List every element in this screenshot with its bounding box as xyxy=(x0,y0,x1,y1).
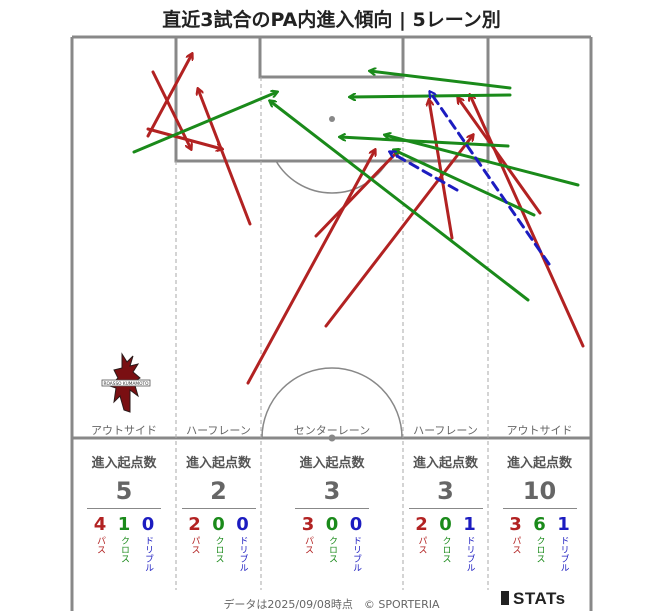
cross-arrows xyxy=(132,71,580,302)
entry-total: 5 xyxy=(115,477,133,505)
pass-count: 2 xyxy=(188,514,201,535)
svg-text:ROASSO KUMAMOTO: ROASSO KUMAMOTO xyxy=(103,381,149,387)
divider xyxy=(502,508,577,509)
lane-label-center: センターレーン xyxy=(293,424,371,437)
pass-count: 3 xyxy=(301,514,315,535)
dribble-count: 1 xyxy=(463,514,476,535)
lane-label-outside-left: アウトサイド xyxy=(91,424,157,437)
pass-arrow xyxy=(324,135,473,328)
stats-heading: 進入起点数 xyxy=(299,456,365,471)
lane-stats-halfspace-right: 進入起点数 3 2 パス 0 クロス 1 ドリブル xyxy=(403,452,488,572)
dribble-arrows xyxy=(390,92,551,266)
lane-label-outside-right: アウトサイド xyxy=(506,424,573,437)
pass-count: 3 xyxy=(509,514,522,535)
lane-label-halfspace-left: ハーフレーン xyxy=(186,424,251,437)
stats-logo: STATs xyxy=(498,589,566,609)
lane-dividers xyxy=(175,77,489,590)
dribble-label: ドリブル xyxy=(464,536,475,572)
lane-label-halfspace-right: ハーフレーン xyxy=(413,424,478,437)
cross-arrow xyxy=(132,92,277,154)
page-title: 直近3試合のPA内進入傾向 | 5レーン別 xyxy=(162,9,501,31)
lane-stats-center: 進入起点数 3 3 パス 0 クロス 0 ドリブル xyxy=(261,452,403,572)
stats-logo-text: STATs xyxy=(513,589,566,608)
pass-label: パス xyxy=(303,536,313,554)
lane-stats-halfspace-left: 進入起点数 2 2 パス 0 クロス 0 ドリブル xyxy=(176,452,261,572)
cross-count: 1 xyxy=(117,514,131,535)
dribble-label: ドリブル xyxy=(143,536,153,572)
pitch-arcs xyxy=(261,160,403,439)
cross-arrow xyxy=(370,71,512,90)
entry-total: 2 xyxy=(210,477,227,505)
lane-stats-outside-right: 進入起点数 10 3 パス 6 クロス 1 ドリブル xyxy=(488,452,591,572)
divider xyxy=(408,508,483,509)
pass-label: パス xyxy=(510,536,521,554)
penalty-spot xyxy=(329,116,335,122)
pass-arrow xyxy=(146,127,222,149)
pass-label: パス xyxy=(95,536,105,554)
pass-arrow xyxy=(458,98,542,215)
lane-stats-outside-left: 進入起点数 5 4 パス 1 クロス 0 ドリブル xyxy=(72,452,176,572)
dribble-label: ドリブル xyxy=(351,536,361,572)
footer-credit: データは2025/09/08時点 © SPORTERIA xyxy=(223,598,440,611)
pass-arrow xyxy=(470,95,585,348)
pass-count: 2 xyxy=(415,514,428,535)
entry-total: 10 xyxy=(522,477,557,505)
dribble-arrow xyxy=(430,92,551,266)
pass-arrow xyxy=(429,100,454,240)
divider xyxy=(87,508,161,509)
cross-label: クロス xyxy=(440,536,451,563)
stats-heading: 進入起点数 xyxy=(185,456,251,471)
cross-label: クロス xyxy=(327,536,337,563)
pass-arrow xyxy=(151,70,191,149)
dribble-count: 0 xyxy=(349,514,363,535)
dribble-count: 0 xyxy=(141,514,155,535)
cross-arrow xyxy=(385,135,580,187)
pass-label: パス xyxy=(189,536,200,554)
pass-arrow xyxy=(246,150,375,385)
pass-arrows xyxy=(146,54,585,385)
cross-count: 6 xyxy=(533,514,546,535)
stats-logo-icon xyxy=(498,591,509,605)
cross-label: クロス xyxy=(213,536,224,563)
dribble-label: ドリブル xyxy=(237,536,248,572)
dribble-count: 1 xyxy=(557,514,570,535)
cross-count: 0 xyxy=(212,514,225,535)
pass-label: パス xyxy=(416,536,427,554)
cross-label: クロス xyxy=(119,536,129,563)
divider xyxy=(181,508,256,509)
pass-count: 4 xyxy=(93,514,107,535)
cross-count: 0 xyxy=(325,514,339,535)
stats-heading: 進入起点数 xyxy=(412,456,478,471)
cross-count: 0 xyxy=(439,514,452,535)
center-spot xyxy=(328,434,336,442)
dribble-count: 0 xyxy=(236,514,249,535)
pass-arrow xyxy=(146,54,192,138)
club-crest-logo: ROASSO KUMAMOTO xyxy=(101,352,151,413)
dribble-arrow xyxy=(390,152,459,192)
cross-arrow xyxy=(270,101,530,302)
stats-heading: 進入起点数 xyxy=(91,456,157,471)
pass-arrow xyxy=(198,89,252,226)
cross-arrow xyxy=(394,150,536,217)
cross-label: クロス xyxy=(534,536,545,563)
entry-total: 3 xyxy=(437,477,454,505)
dribble-label: ドリブル xyxy=(558,536,569,572)
cross-arrow xyxy=(350,95,512,97)
cross-arrow xyxy=(340,137,510,148)
stats-heading: 進入起点数 xyxy=(506,456,572,471)
entry-total: 3 xyxy=(323,477,341,505)
divider xyxy=(295,508,369,509)
pass-arrow xyxy=(314,151,398,238)
